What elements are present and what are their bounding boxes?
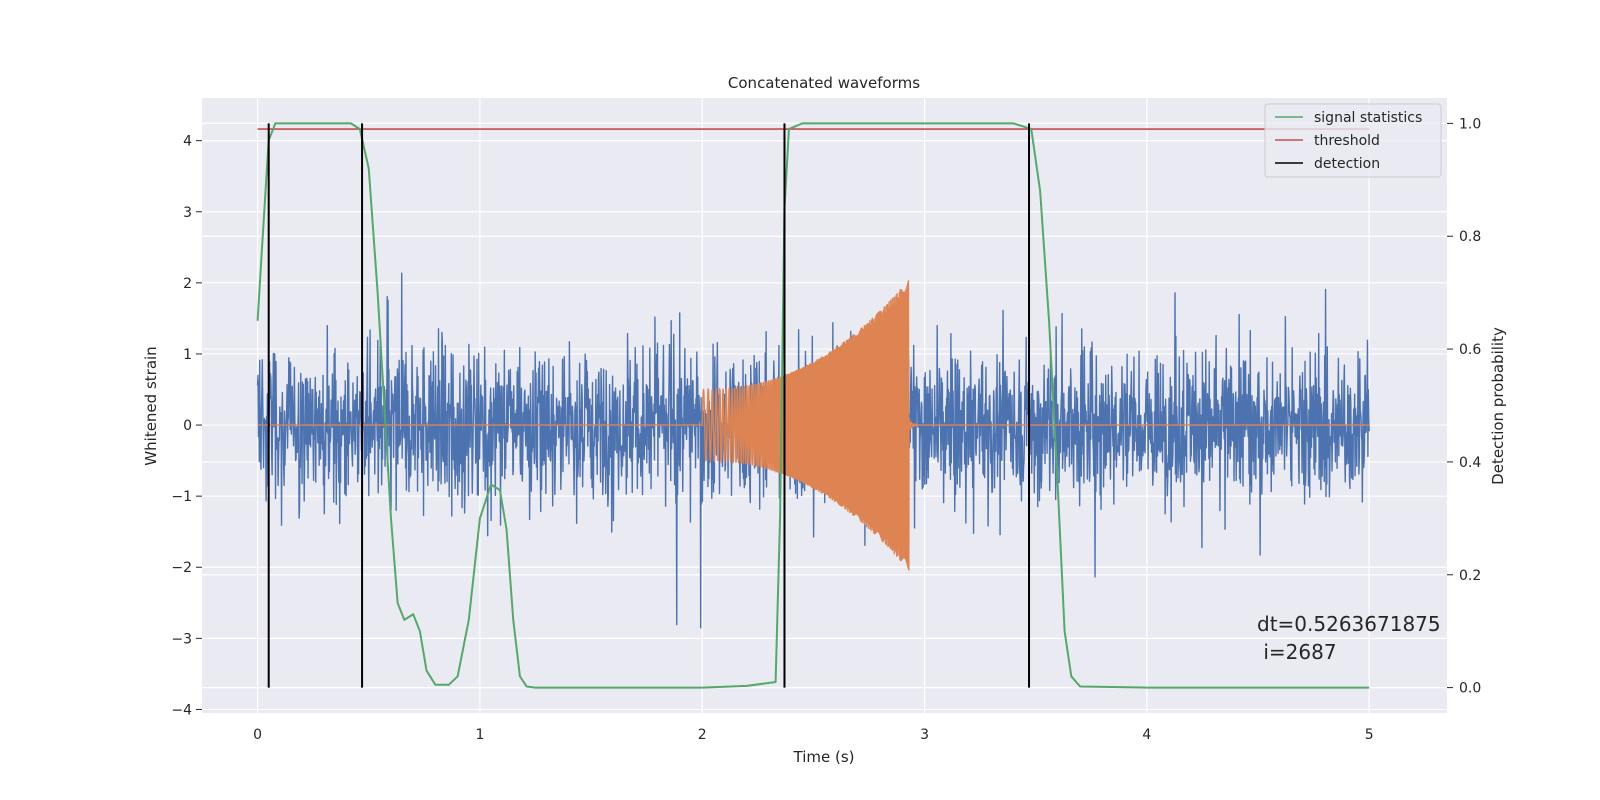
template-waveform-line xyxy=(257,280,1370,571)
x-tick-label: 2 xyxy=(698,727,707,743)
y2-tick-label: 0.6 xyxy=(1459,342,1481,358)
left-axis-ticks: 4 3 2 1 0 −1 −2 −3 −4 xyxy=(171,134,202,718)
y-tick-label: −4 xyxy=(171,702,192,718)
y2-tick-label: 1.0 xyxy=(1459,116,1481,132)
y-tick-label: 0 xyxy=(183,418,192,434)
annotation-dt: dt=0.5263671875 xyxy=(1257,612,1441,636)
y2-tick-label: 0.2 xyxy=(1459,568,1481,584)
bottom-axis-ticks: 0 1 2 3 4 5 xyxy=(253,727,1374,743)
y2-tick-label: 0.4 xyxy=(1459,455,1481,471)
y-tick-label: 1 xyxy=(183,347,192,363)
x-tick-label: 0 xyxy=(253,727,262,743)
y-tick-label: −2 xyxy=(171,560,192,576)
x-axis-label: Time (s) xyxy=(793,748,855,766)
y-tick-label: −3 xyxy=(171,631,192,647)
x-tick-label: 4 xyxy=(1142,727,1151,743)
y2-axis-label: Detection probability xyxy=(1489,327,1507,485)
y-tick-label: −1 xyxy=(171,489,192,505)
x-tick-label: 1 xyxy=(475,727,484,743)
x-tick-label: 5 xyxy=(1365,727,1374,743)
x-tick-label: 3 xyxy=(920,727,929,743)
plot-area xyxy=(256,122,1370,689)
legend-label-detection: detection xyxy=(1314,156,1380,172)
y2-tick-label: 0.0 xyxy=(1459,681,1481,697)
annotation-i: i=2687 xyxy=(1257,640,1337,664)
y2-tick-label: 0.8 xyxy=(1459,229,1481,245)
legend-box xyxy=(1264,103,1442,178)
legend-label-threshold: threshold xyxy=(1314,133,1380,149)
chart-title: Concatenated waveforms xyxy=(728,74,920,92)
legend: signal statistics threshold detection xyxy=(1264,103,1442,178)
y-tick-label: 2 xyxy=(183,276,192,292)
y-tick-label: 4 xyxy=(183,134,192,150)
right-axis-ticks: 1.0 0.8 0.6 0.4 0.2 0.0 xyxy=(1447,116,1481,697)
y-axis-label: Whitened strain xyxy=(142,346,160,465)
y-tick-label: 3 xyxy=(183,205,192,221)
legend-label-signal-statistics: signal statistics xyxy=(1314,110,1422,126)
